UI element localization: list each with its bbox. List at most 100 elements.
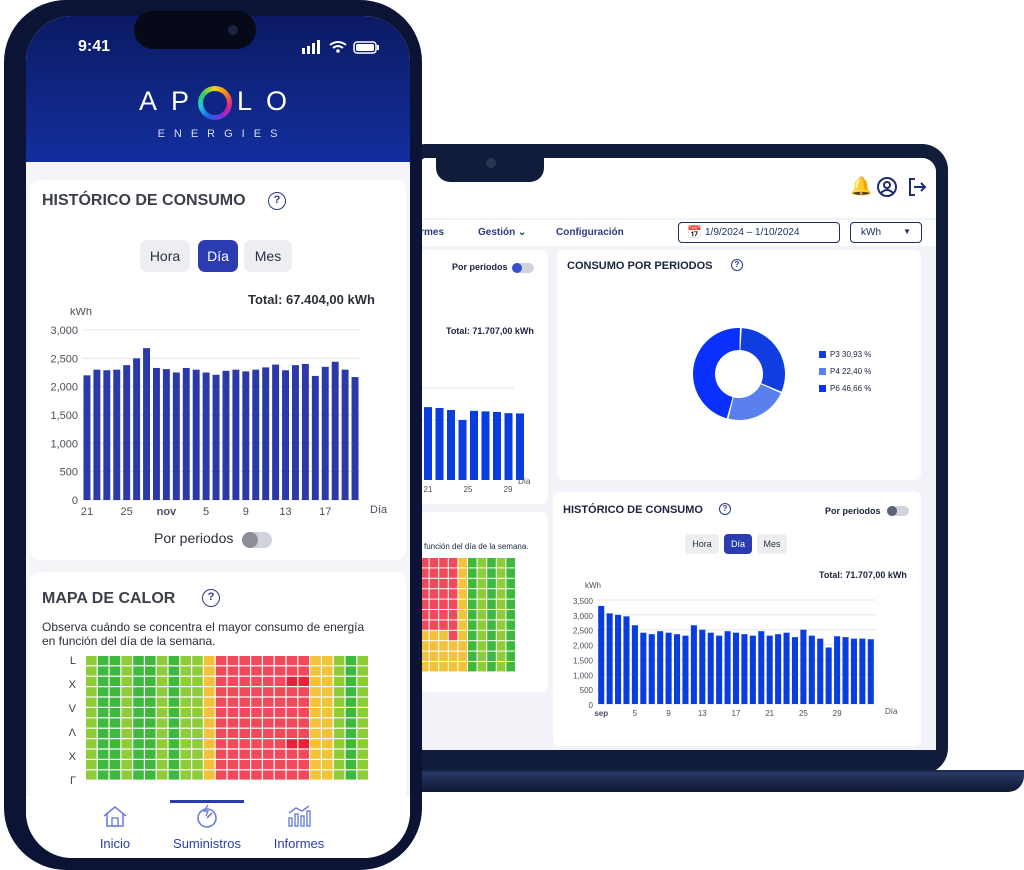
heatmap-cell — [357, 728, 368, 738]
heatmap-cell — [420, 620, 429, 630]
heatmap-cell — [477, 630, 487, 641]
heatmap-cell — [429, 620, 439, 630]
heatmap-cell — [429, 630, 439, 641]
help-icon[interactable]: ? — [202, 589, 220, 607]
heatmap-cell — [322, 718, 333, 728]
heatmap-cell — [192, 718, 203, 728]
toggle-knob — [512, 263, 522, 273]
heatmap-cell — [322, 708, 333, 718]
heatmap-cell — [458, 610, 467, 620]
nav-item-gestion[interactable]: Gestión ⌄ — [478, 227, 526, 238]
nav-tab-informes[interactable]: Informes — [254, 804, 344, 851]
heatmap-cell — [439, 651, 448, 661]
heatmap-cell — [274, 676, 286, 686]
help-icon[interactable]: ? — [268, 192, 286, 210]
heatmap-cell — [168, 656, 180, 666]
help-icon[interactable]: ? — [731, 259, 743, 271]
nav-tab-inicio[interactable]: Inicio — [70, 804, 160, 851]
period-toggle[interactable] — [887, 506, 909, 516]
heatmap-cell — [133, 656, 144, 666]
heatmap-cell — [310, 739, 321, 749]
brand-tagline: ENERGIES — [157, 128, 287, 140]
logout-icon[interactable] — [906, 176, 928, 203]
bar — [447, 410, 455, 480]
heatmap-cell — [322, 760, 333, 770]
status-time: 9:41 — [78, 38, 111, 55]
bar — [143, 348, 151, 500]
bar — [783, 632, 790, 704]
nav-item-informes[interactable]: ormes — [420, 227, 445, 238]
heatmap-cell — [448, 651, 458, 661]
tab-dia[interactable]: Día — [724, 534, 752, 554]
heatmap-cell — [145, 708, 156, 718]
tab-hora[interactable]: Hora — [685, 534, 719, 554]
heatmap-cell — [251, 739, 262, 749]
heatmap-cell — [477, 568, 487, 578]
bar — [516, 413, 524, 480]
tab-hora[interactable]: Hora — [140, 240, 190, 272]
nav-item-configuracion[interactable]: Configuración — [556, 227, 624, 238]
heatmap-cell — [345, 687, 357, 697]
tab-dia[interactable]: Día — [198, 240, 238, 272]
date-range-picker[interactable]: 📅 1/9/2024 – 1/10/2024 — [678, 222, 840, 243]
bar — [842, 637, 849, 704]
heatmap-cell — [86, 760, 97, 770]
heatmap-cell — [439, 568, 448, 578]
period-toggle[interactable] — [512, 263, 534, 273]
laptop-base — [404, 772, 1024, 792]
period-toggle[interactable] — [242, 532, 272, 548]
period-toggle-label: Por periodos — [825, 506, 881, 516]
heatmap-cell — [506, 630, 515, 641]
heatmap-cell — [145, 687, 156, 697]
heatmap-cell — [156, 760, 168, 770]
user-account-icon[interactable] — [876, 176, 898, 203]
bar — [615, 614, 622, 704]
x-tick-label: sep — [594, 709, 608, 718]
heatmap-cell — [156, 697, 168, 707]
heatmap-cell — [477, 599, 487, 609]
bar — [859, 638, 866, 704]
tab-mes[interactable]: Mes — [757, 534, 787, 554]
heatmap-cell — [506, 620, 515, 630]
heatmap-description-line2: en función del día de la semana. — [42, 634, 216, 648]
heatmap-cell — [227, 770, 239, 780]
heatmap-cell — [133, 739, 144, 749]
history-title: HISTÓRICO DE CONSUMO — [42, 192, 246, 209]
heatmap-cell — [496, 641, 506, 651]
heatmap-cell — [121, 718, 132, 728]
heatmap-cell — [477, 651, 487, 661]
heatmap-cell — [109, 697, 121, 707]
heatmap-cell — [298, 666, 309, 676]
legend-label: P4 22,40 % — [830, 367, 872, 376]
heatmap-cell — [345, 770, 357, 780]
bar — [817, 638, 824, 704]
heatmap-cell — [180, 739, 191, 749]
heatmap-cell — [298, 708, 309, 718]
heatmap-cell — [168, 739, 180, 749]
heatmap-cell — [180, 697, 191, 707]
tab-mes[interactable]: Mes — [244, 240, 292, 272]
bar — [775, 634, 782, 704]
heatmap-cell — [239, 687, 250, 697]
heatmap-cell — [274, 687, 286, 697]
y-tick-label: 2,000 — [50, 382, 78, 394]
bar — [707, 632, 714, 704]
heatmap-cell — [168, 749, 180, 759]
periods-legend: P3 30,93 % P4 22,40 % P6 46,66 % — [819, 350, 871, 401]
heatmap-cell — [429, 558, 439, 568]
heatmap-cell — [429, 662, 439, 672]
unit-select[interactable]: kWh ▼ — [850, 222, 922, 243]
bar — [766, 635, 773, 704]
heatmap-cell — [477, 662, 487, 672]
heatmap-cell — [133, 760, 144, 770]
x-tick-label: 25 — [121, 506, 133, 518]
bell-icon[interactable]: 🔔 — [850, 176, 873, 196]
bar — [640, 632, 647, 704]
heatmap-cell — [251, 718, 262, 728]
heatmap-cell — [298, 770, 309, 780]
heatmap-cell — [251, 728, 262, 738]
heatmap-cell — [310, 697, 321, 707]
heatmap-cell — [506, 641, 515, 651]
nav-tab-suministros[interactable]: Suministros — [162, 804, 252, 851]
help-icon[interactable]: ? — [719, 503, 731, 515]
